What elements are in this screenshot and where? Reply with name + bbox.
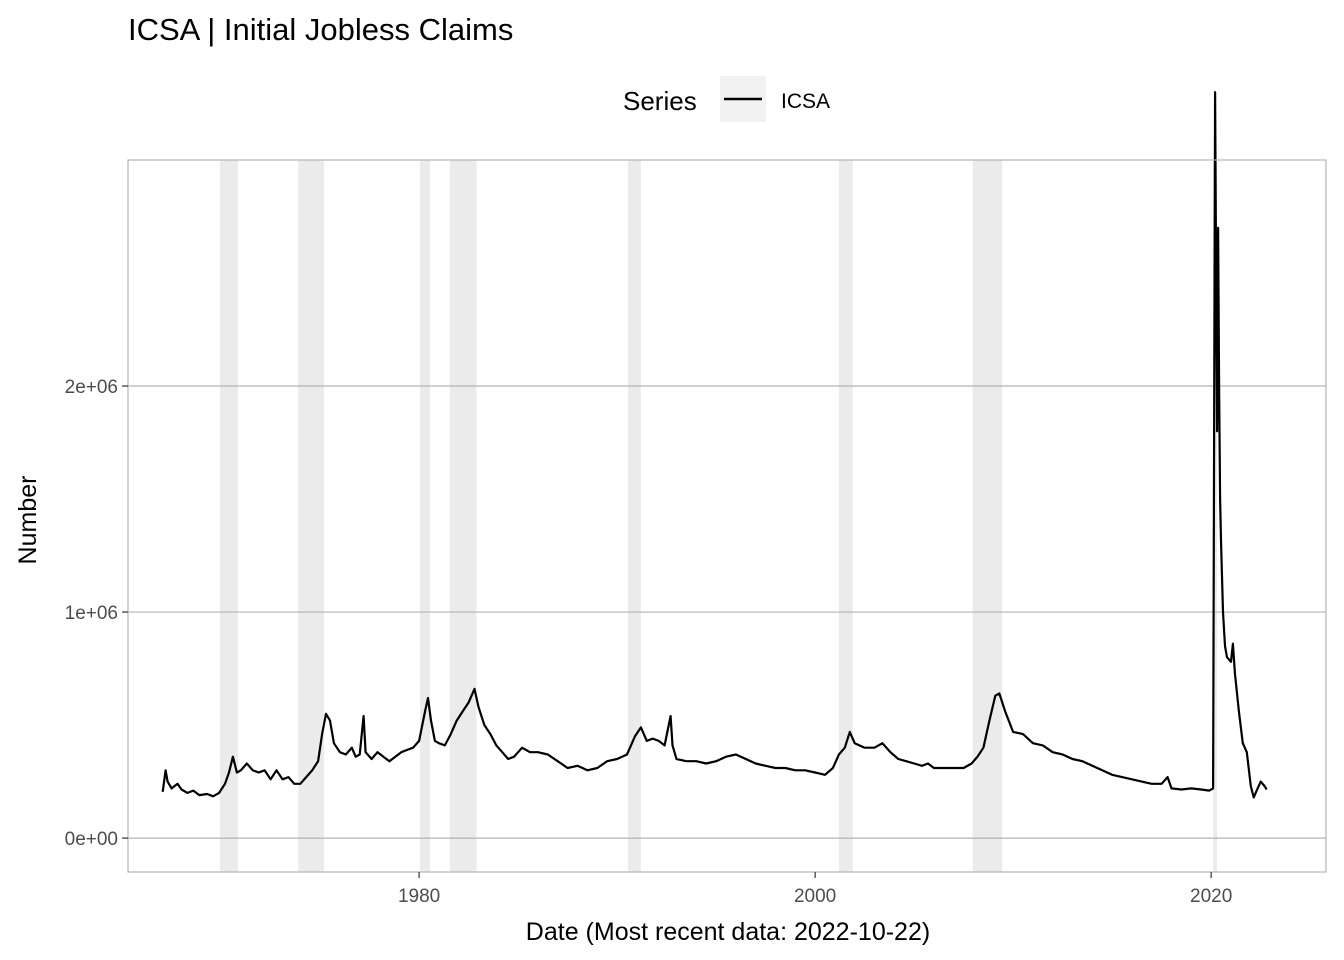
- x-tick-label-0: 1980: [398, 886, 440, 907]
- recession-band-3: [449, 160, 477, 872]
- recession-band-5: [838, 160, 853, 872]
- y-tick-label-1: 1e+06: [65, 603, 118, 624]
- series-line-icsa: [161, 91, 1268, 799]
- x-axis-title: Date (Most recent data: 2022-10-22): [526, 918, 930, 946]
- y-axis: 0e+00 1e+06 2e+06: [65, 377, 128, 850]
- x-tick-label-2: 2020: [1190, 886, 1232, 907]
- legend: Series ICSA: [623, 76, 830, 122]
- recession-band-1: [298, 160, 325, 872]
- y-tick-label-0: 0e+00: [65, 829, 118, 850]
- chart-title: ICSA | Initial Jobless Claims: [128, 12, 513, 47]
- recession-band-6: [972, 160, 1003, 872]
- legend-title: Series: [623, 86, 697, 116]
- x-axis: 1980 2000 2020: [398, 872, 1232, 907]
- recession-bands: [220, 160, 1218, 872]
- y-axis-title: Number: [14, 476, 42, 565]
- panel-border: [127, 159, 1327, 873]
- recession-band-2: [420, 160, 430, 872]
- recession-band-4: [627, 160, 641, 872]
- series-layer: [161, 91, 1268, 799]
- y-tick-label-2: 2e+06: [65, 377, 118, 398]
- grid-lines: [128, 385, 1326, 839]
- legend-label-icsa: ICSA: [781, 90, 830, 113]
- x-tick-label-1: 2000: [794, 886, 836, 907]
- recession-band-7: [1213, 160, 1218, 872]
- recession-band-0: [220, 160, 238, 872]
